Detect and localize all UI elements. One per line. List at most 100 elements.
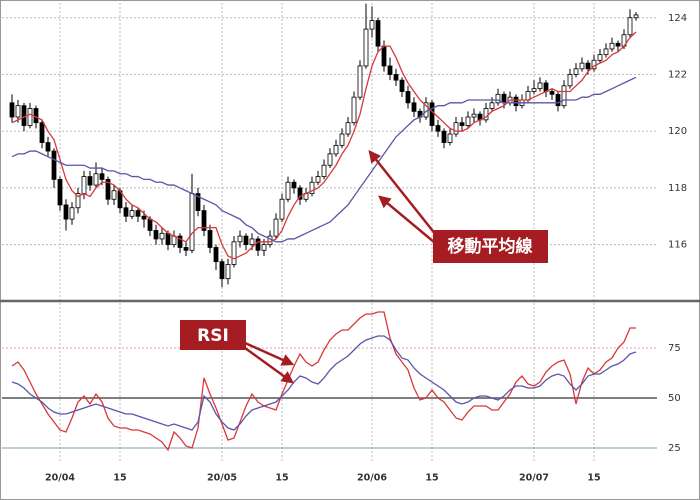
candle-body [267, 235, 273, 246]
annotation-box [433, 230, 548, 263]
candle-body [441, 130, 447, 143]
x-tick-label: 20/07 [519, 473, 549, 484]
candle-body [549, 91, 555, 95]
candle-body [21, 105, 27, 126]
candle-body [105, 179, 111, 200]
y-tick-label: 118 [668, 183, 687, 194]
candle-body [273, 218, 279, 237]
y-tick-label: 124 [668, 13, 687, 24]
candle-body [459, 122, 465, 126]
y-tick-label: 50 [668, 393, 681, 404]
arrow [244, 341, 295, 366]
candle-body [633, 14, 639, 19]
candle-body [165, 232, 171, 246]
y-tick-label: 75 [668, 343, 681, 354]
candle-body [567, 74, 573, 87]
candle-body [603, 48, 609, 56]
candle-body [177, 235, 183, 248]
candle-body [159, 232, 165, 240]
arrow [244, 346, 295, 384]
candle-body [189, 193, 195, 251]
candle-body [405, 91, 411, 104]
candle-body [447, 133, 453, 143]
candle-body [363, 28, 369, 67]
x-tick-label: 20/04 [45, 473, 75, 484]
y-tick-label: 116 [668, 240, 687, 251]
x-tick-label: 15 [587, 473, 600, 484]
candle-body [57, 179, 63, 206]
candle-body [51, 150, 57, 180]
candle-body [537, 82, 543, 90]
candle-body [345, 122, 351, 135]
candle-body [99, 173, 105, 180]
candle-body [207, 230, 213, 248]
candle-body [285, 181, 291, 200]
candle-body [201, 210, 207, 231]
candle-body [291, 181, 297, 189]
candle-body [339, 133, 345, 146]
candle-body [393, 74, 399, 81]
candle-body [327, 153, 333, 166]
candle-body [135, 210, 141, 217]
candle-body [435, 125, 441, 132]
candle-body [123, 207, 129, 217]
candle-body [195, 193, 201, 211]
candle-body [399, 79, 405, 92]
candle-body [573, 68, 579, 75]
candle-body [81, 176, 87, 194]
candle-body [495, 93, 501, 104]
candle-body [231, 241, 237, 265]
candle-body [45, 142, 51, 152]
candle-body [333, 144, 339, 155]
candle-body [255, 238, 261, 251]
candle-body [87, 176, 93, 186]
candle-body [585, 62, 591, 70]
annotation: 移動平均線 [448, 236, 533, 257]
annotation: RSI [197, 326, 229, 346]
candle-body [597, 54, 603, 61]
candle-body [15, 105, 21, 118]
candle-body [489, 102, 495, 109]
candle-body [561, 85, 567, 107]
candle-body [471, 113, 477, 118]
x-tick-label: 20/05 [207, 473, 237, 484]
line [11, 311, 636, 452]
rsi-annotation: RSI [180, 320, 295, 384]
candle-body [453, 122, 459, 135]
candle-body [615, 42, 621, 47]
candle-body [69, 207, 75, 220]
line [11, 335, 637, 431]
marks [9, 3, 639, 452]
candle-body [225, 264, 231, 280]
candle-body [75, 193, 81, 209]
candle-body [531, 88, 537, 92]
candle-body [297, 187, 303, 200]
candle-body [555, 93, 561, 107]
line [11, 31, 637, 260]
candle-body [579, 62, 585, 70]
ma-annotation: 移動平均線 [368, 150, 548, 263]
candle-body [261, 244, 267, 251]
candle-body [381, 45, 387, 67]
candle-body [375, 20, 381, 47]
candle-body [609, 42, 615, 50]
candle-body [243, 235, 249, 246]
line [11, 76, 637, 243]
annotation-box [180, 320, 246, 350]
candle-body [183, 247, 189, 251]
candle-body [9, 102, 15, 118]
candle-body [93, 173, 99, 186]
y-tick-label: 25 [668, 443, 681, 454]
candle-body [141, 215, 147, 220]
candle-body [33, 108, 39, 124]
candle-body [627, 17, 633, 36]
candle-body [513, 96, 519, 107]
candle-body [321, 164, 327, 177]
candle-body [237, 235, 243, 243]
candle-body [39, 122, 45, 143]
candle-body [429, 102, 435, 126]
candle-body [213, 247, 219, 263]
